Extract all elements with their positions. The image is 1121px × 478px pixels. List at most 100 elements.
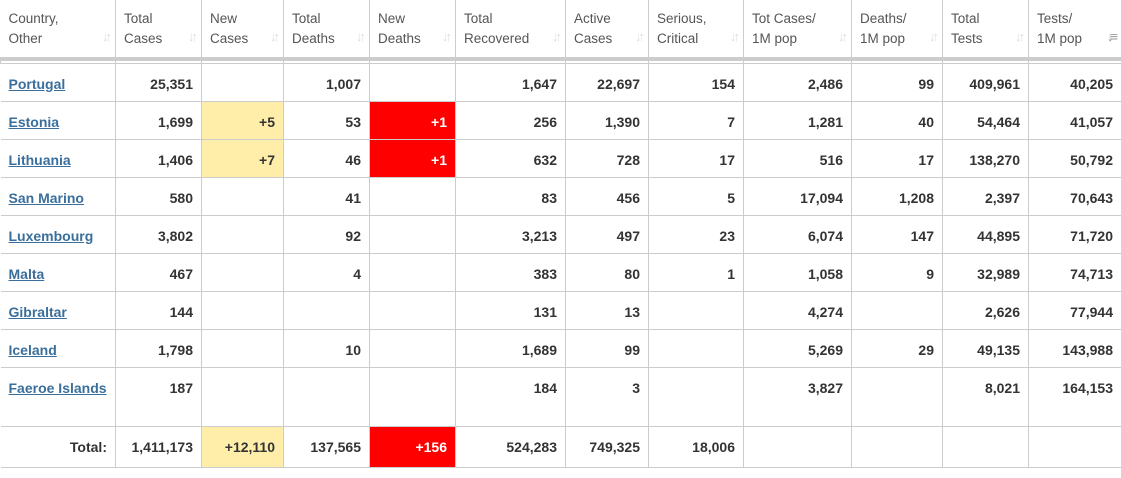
country-link[interactable]: Malta [8,265,45,282]
table-row: Gibraltar 144 131 13 4,274 2,626 77,944 [0,290,1121,330]
cell-deaths-per-1m: 29 [851,328,943,368]
cell-new-cases [201,62,284,102]
cell-total-recovered: 3,213 [455,214,566,254]
column-header-new-deaths[interactable]: New Deaths ↓↑ [369,0,456,61]
cell-deaths-per-1m: 147 [851,214,943,254]
cell-active-cases: 13 [565,290,649,330]
cell-cases-per-1m [743,425,852,468]
cell-active-cases: 99 [565,328,649,368]
cell-country: Iceland [0,328,116,368]
table-row: Lithuania 1,406 +7 46 +1 632 728 17 516 17 138,270… [0,138,1121,178]
cell-total-tests: 2,626 [942,290,1029,330]
cell-country: San Marino [0,176,116,216]
cell-new-deaths [369,252,456,292]
country-link[interactable]: Faeroe Islands [8,379,107,396]
cell-new-cases [201,252,284,292]
sort-arrows-icon[interactable]: ↓↑ [552,29,562,44]
column-header-country[interactable]: Country, Other ↓↑ [0,0,116,61]
cell-total-cases: 580 [115,176,202,216]
cell-tests-per-1m: 40,205 [1028,62,1121,102]
sort-arrows-icon[interactable]: ↓↑ [356,29,366,44]
table-row: Luxembourg 3,802 92 3,213 497 23 6,074 147 44,89… [0,214,1121,254]
table-row: Estonia 1,699 +5 53 +1 256 1,390 7 1,281 40 54,464… [0,100,1121,140]
total-row: Total: 1,411,173 +12,110 137,565 +156 524,283… [0,425,1121,468]
cell-new-deaths: +1 [369,100,456,140]
cell-new-cases [201,366,284,427]
column-header-total-tests[interactable]: Total Tests ↓↑ [942,0,1029,61]
sort-arrows-icon[interactable]: ↓↑ [635,29,645,44]
cell-active-cases: 749,325 [565,425,649,468]
cell-total-tests: 8,021 [942,366,1029,427]
cell-new-deaths: +1 [369,138,456,178]
sort-descending-icon[interactable]: ↓≡ [1106,29,1118,44]
country-link[interactable]: San Marino [8,189,84,206]
cell-total-recovered: 1,647 [455,62,566,102]
cell-tests-per-1m: 41,057 [1028,100,1121,140]
cell-tests-per-1m: 71,720 [1028,214,1121,254]
cell-serious-critical: 18,006 [648,425,744,468]
country-link[interactable]: Lithuania [8,151,71,168]
cell-total-deaths: 41 [283,176,370,216]
cell-total-tests: 2,397 [942,176,1029,216]
cell-serious-critical: 17 [648,138,744,178]
cell-cases-per-1m: 1,281 [743,100,852,140]
header-line1: Active [574,10,611,26]
column-header-new-cases[interactable]: New Cases ↓↑ [201,0,284,61]
cell-deaths-per-1m: 99 [851,62,943,102]
cell-total-recovered: 256 [455,100,566,140]
sort-arrows-icon[interactable]: ↓↑ [102,29,112,44]
sort-arrows-icon[interactable]: ↓↑ [1015,29,1025,44]
table-row: Portugal 25,351 1,007 1,647 22,697 154 2,486 99… [0,62,1121,102]
cell-total-deaths: 46 [283,138,370,178]
cell-cases-per-1m: 5,269 [743,328,852,368]
cell-tests-per-1m: 77,944 [1028,290,1121,330]
cell-total-tests: 138,270 [942,138,1029,178]
country-link[interactable]: Portugal [8,75,66,92]
covid-stats-table: Country, Other ↓↑ Total Cases ↓↑ New Cases ↓↑ Tot… [0,0,1121,468]
column-header-tests-per-1m[interactable]: Tests/1M pop ↓≡ [1028,0,1121,61]
country-link[interactable]: Luxembourg [8,227,94,244]
cell-country: Portugal [0,62,116,102]
cell-new-deaths [369,62,456,102]
cell-tests-per-1m: 70,643 [1028,176,1121,216]
sort-arrows-icon[interactable]: ↓↑ [730,29,740,44]
cell-serious-critical [648,328,744,368]
cell-active-cases: 22,697 [565,62,649,102]
header-line1: Deaths/ [860,10,907,26]
column-header-cases-per-1m[interactable]: Tot Cases/1M pop ↓↑ [743,0,852,61]
cell-cases-per-1m: 17,094 [743,176,852,216]
cell-total-deaths: 53 [283,100,370,140]
sort-arrows-icon[interactable]: ↓↑ [442,29,452,44]
cell-new-cases [201,328,284,368]
sort-arrows-icon[interactable]: ↓↑ [838,29,848,44]
column-header-total-cases[interactable]: Total Cases ↓↑ [115,0,202,61]
header-line2: Recovered [464,30,530,46]
cell-total-recovered: 131 [455,290,566,330]
cell-new-cases: +5 [201,100,284,140]
country-link[interactable]: Estonia [8,113,60,130]
column-header-deaths-per-1m[interactable]: Deaths/1M pop ↓↑ [851,0,943,61]
sort-arrows-icon[interactable]: ↓↑ [929,29,939,44]
country-link[interactable]: Iceland [8,341,57,358]
cell-total-tests: 44,895 [942,214,1029,254]
sort-arrows-icon[interactable]: ↓↑ [270,29,280,44]
column-header-total-deaths[interactable]: Total Deaths ↓↑ [283,0,370,61]
header-line1: Country, [8,10,59,26]
cell-total-tests: 409,961 [942,62,1029,102]
cell-active-cases: 728 [565,138,649,178]
column-header-total-recovered[interactable]: Total Recovered ↓↑ [455,0,566,61]
header-line2: Deaths [292,30,335,46]
cell-country: Luxembourg [0,214,116,254]
column-header-serious-critical[interactable]: Serious, Critical ↓↑ [648,0,744,61]
header-line1: New [378,10,406,26]
table-row: Iceland 1,798 10 1,689 99 5,269 29 49,135 143,98… [0,328,1121,368]
cell-active-cases: 80 [565,252,649,292]
country-link[interactable]: Gibraltar [8,303,67,320]
header-line1: Total [292,10,321,26]
column-header-active-cases[interactable]: Active Cases ↓↑ [565,0,649,61]
cell-serious-critical: 23 [648,214,744,254]
header-line2: Tests [951,30,983,46]
sort-arrows-icon[interactable]: ↓↑ [188,29,198,44]
cell-total-cases: 3,802 [115,214,202,254]
cell-total-deaths [283,290,370,330]
